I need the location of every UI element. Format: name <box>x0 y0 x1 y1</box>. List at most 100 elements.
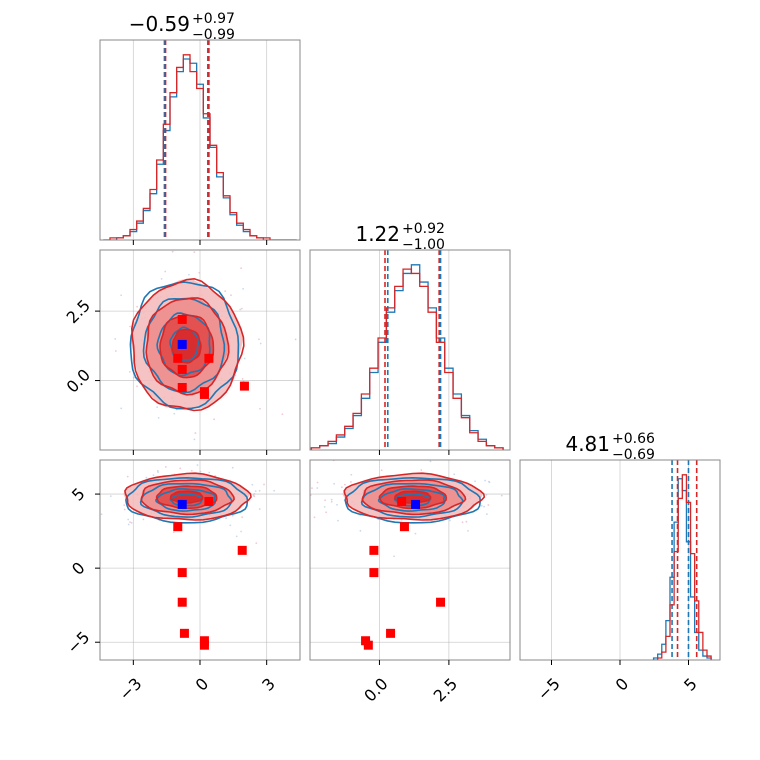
scatter-1-0-sample-point <box>132 376 135 379</box>
scatter-2-1-sample-point <box>484 479 487 482</box>
scatter-1-0-sample-point <box>120 407 123 410</box>
scatter-2-1-contour-a-0 <box>344 476 482 524</box>
x-tick-label-col2: 0 <box>612 674 633 695</box>
scatter-1-0-truth-marker-b <box>177 314 187 324</box>
scatter-2-0-contour-b-1 <box>140 479 235 516</box>
hist-2-title-upper: +0.66 <box>612 431 655 447</box>
scatter-2-1-sample-point <box>485 513 488 515</box>
scatter-1-0-sample-point <box>241 377 244 380</box>
scatter-2-0-contour-a-3 <box>169 493 204 507</box>
scatter-2-0-sample-point <box>254 490 257 493</box>
scatter-2-1-sample-point <box>465 520 468 523</box>
hist-2-content <box>652 460 712 660</box>
hist-0-hist-series-b <box>103 54 297 240</box>
scatter-1-0-sample-point <box>156 406 159 409</box>
hist-1-title-value: 1.22 <box>355 222 400 246</box>
x-tick-label-col1: 2.5 <box>430 674 461 705</box>
scatter-2-0-truth-marker-b <box>177 597 187 607</box>
scatter-2-1-truth-marker-b <box>397 496 407 506</box>
scatter-2-0-sample-point <box>127 518 130 521</box>
x-tick-label-col2: 5 <box>680 674 701 695</box>
y-tick-label-row2: 0 <box>68 558 89 579</box>
scatter-2-1-sample-point <box>487 504 490 506</box>
scatter-2-1-sample-point <box>437 456 439 458</box>
scatter-2-0-sample-point <box>258 489 261 492</box>
scatter-1-0-sample-point <box>240 307 243 310</box>
scatter-2-0-sample-point <box>196 464 199 466</box>
scatter-1-0-sample-point <box>187 273 190 276</box>
scatter-2-0-sample-point <box>229 524 232 527</box>
hist-0 <box>99 39 301 245</box>
hist-1-frame <box>309 249 511 451</box>
scatter-1-0-sample-point <box>240 267 243 270</box>
scatter-2-1-sample-point <box>325 511 328 514</box>
scatter-1-0-sample-point <box>243 357 246 360</box>
scatter-2-1-sample-point <box>316 481 319 484</box>
scatter-2-1-sample-point <box>485 494 488 496</box>
scatter-2-1-sample-point <box>333 482 336 485</box>
hist-0-content <box>103 40 297 240</box>
scatter-2-0-sample-point <box>109 495 112 498</box>
scatter-2-1-sample-point <box>343 483 346 486</box>
scatter-1-0-sample-point <box>164 270 167 273</box>
scatter-1-0-contour-a-2 <box>156 312 211 377</box>
scatter-2-0-contour-b-0 <box>124 472 252 521</box>
scatter-2-0-contour-a-0 <box>125 476 249 524</box>
x-tick-label-col0: −3 <box>115 674 145 704</box>
scatter-2-1-sample-point <box>340 486 343 489</box>
scatter-2-1-frame <box>309 459 511 661</box>
scatter-2-0-sample-point <box>190 469 193 472</box>
scatter-2-1-contour-a-3 <box>393 493 432 507</box>
hist-2-title-value: 4.81 <box>565 432 610 456</box>
scatter-2-0-truth-marker-b <box>199 640 209 650</box>
scatter-2-1-sample-point <box>474 480 476 483</box>
scatter-2-0-sample-point <box>231 514 234 517</box>
scatter-2-0-sample-point <box>123 504 126 507</box>
scatter-2-1-sample-point <box>337 519 339 522</box>
hist-1-hist-series-a <box>310 264 504 450</box>
scatter-2-1-sample-point <box>316 487 319 489</box>
scatter-2-1-sample-point <box>330 500 333 503</box>
scatter-1-0-sample-point <box>160 278 163 280</box>
scatter-1-0-contour-b-3 <box>171 328 202 364</box>
scatter-2-0-sample-point <box>253 495 256 498</box>
scatter-2-1-sample-point <box>323 505 326 508</box>
scatter-1-0-truth-marker-b <box>239 381 249 391</box>
scatter-2-0-sample-point <box>156 469 159 472</box>
scatter-1-0-sample-point <box>242 287 245 290</box>
hist-1 <box>309 249 511 455</box>
scatter-2-1-sample-point <box>429 460 432 463</box>
scatter-2-1-truth-marker-b <box>369 545 379 555</box>
hist-1-hist-series-b <box>310 268 504 450</box>
scatter-2-1-sample-point <box>350 481 352 483</box>
scatter-1-0-sample-point <box>281 413 284 416</box>
scatter-2-1-sample-point <box>449 519 451 522</box>
scatter-2-1 <box>309 456 511 665</box>
scatter-2-0-sample-point <box>263 483 265 486</box>
scatter-2-0-sample-point <box>126 475 129 478</box>
scatter-2-1-sample-point <box>359 529 362 532</box>
scatter-2-0-sample-point <box>179 467 182 470</box>
scatter-2-1-sample-point <box>393 555 395 558</box>
scatter-1-0-sample-point <box>259 342 262 345</box>
scatter-1-0-truth-marker-b <box>199 389 209 399</box>
scatter-2-0-truth-marker-b <box>204 496 214 506</box>
scatter-2-1-sample-point <box>313 516 316 519</box>
y-tick-label-row1: 2.5 <box>63 296 94 327</box>
scatter-1-0-truth-marker-b <box>177 364 187 374</box>
scatter-2-0-sample-point <box>255 542 258 545</box>
scatter-1-0-sample-point <box>173 412 176 415</box>
scatter-1-0-sample-point <box>136 385 138 388</box>
scatter-1-0-truth-marker-a <box>177 339 187 349</box>
scatter-2-0-sample-point <box>123 508 126 511</box>
scatter-1-0-sample-point <box>114 350 117 352</box>
scatter-2-0-sample-point <box>127 523 130 526</box>
scatter-2-0-truth-marker-a <box>177 499 187 509</box>
scatter-2-1-sample-point <box>330 498 333 501</box>
scatter-2-1-sample-point <box>336 503 338 506</box>
y-tick-label-row2: −5 <box>63 628 93 658</box>
hist-2-title-lower: −0.69 <box>612 447 655 463</box>
hist-0-title-upper: +0.97 <box>192 11 235 27</box>
scatter-2-1-sample-point <box>350 473 353 476</box>
